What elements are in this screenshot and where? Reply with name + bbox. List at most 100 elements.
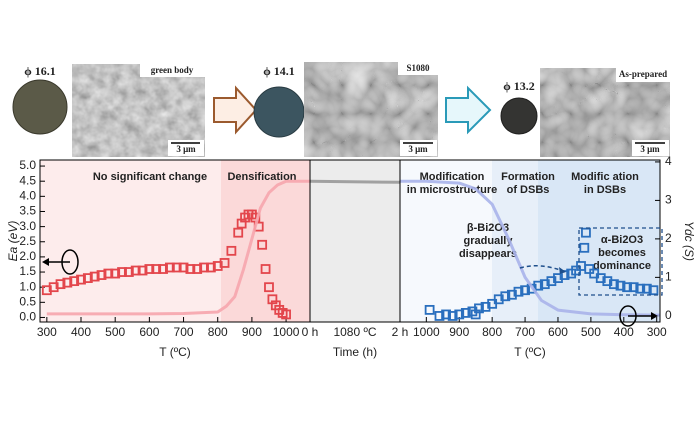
annotation: disappears	[459, 248, 517, 260]
plot: 0.0 0.51.01.52.02.53.03.54.0 4.55.0 Ea (eV)…	[6, 154, 696, 359]
x-tick-label: 900	[242, 325, 262, 339]
sample-disc	[12, 79, 68, 135]
y-tick-label: 4.0	[19, 189, 36, 203]
marker	[178, 262, 189, 273]
marker	[454, 309, 465, 320]
curve	[309, 179, 401, 184]
region	[400, 160, 492, 322]
marker	[48, 282, 59, 293]
marker	[506, 289, 517, 300]
marker	[553, 273, 563, 283]
marker	[460, 308, 471, 318]
marker	[500, 291, 511, 302]
marker	[103, 268, 114, 279]
marker	[622, 282, 632, 293]
marker	[635, 283, 646, 294]
marker	[151, 264, 162, 274]
y-tick-label: 5.0	[19, 158, 36, 172]
y-tick-label: 4.5	[19, 173, 36, 187]
x-annotation: 1080 ºC	[333, 325, 376, 339]
pointer-head	[559, 267, 566, 274]
x-tick-label: 300	[647, 325, 667, 339]
marker	[192, 264, 203, 274]
annotation: in microstructure	[407, 184, 497, 196]
marker	[62, 277, 73, 288]
x-tick-label: 900	[449, 325, 469, 339]
marker	[474, 303, 484, 314]
arrow	[213, 85, 258, 135]
marker	[185, 264, 196, 274]
label-box	[398, 62, 438, 75]
marker	[82, 273, 93, 283]
y2-tick-label: 2	[665, 231, 672, 245]
marker	[513, 286, 524, 297]
marker	[260, 264, 271, 274]
x-tick-label: 600	[139, 325, 159, 339]
y2-tick-label: 3	[665, 193, 672, 207]
annotation: of DSBs	[507, 184, 550, 196]
label-box	[616, 68, 670, 82]
annotation: Modific ation	[571, 171, 639, 183]
panel-shading	[40, 160, 660, 322]
sem-label: S1080	[406, 63, 430, 73]
y2-tick-label: 0	[665, 308, 672, 322]
marker	[89, 271, 100, 282]
sample-disc	[253, 86, 305, 138]
marker	[648, 285, 659, 296]
marker	[424, 304, 435, 315]
axes-frame	[39, 159, 661, 323]
marker	[281, 309, 291, 320]
marker	[441, 309, 451, 320]
marker	[480, 301, 491, 312]
annotation: Formation	[501, 171, 555, 183]
marker	[96, 270, 107, 280]
x-tick-label: 700	[515, 325, 535, 339]
y-tick-label: 1.5	[19, 264, 36, 278]
y-tick-label: 3.0	[19, 219, 36, 233]
marker	[76, 274, 86, 285]
annotation: dominance	[593, 260, 651, 272]
y2-tick-label: 4	[665, 154, 672, 168]
highlight-box	[578, 227, 663, 296]
marker	[566, 268, 577, 279]
sample-size: ϕ 13.2	[503, 79, 535, 93]
marker	[447, 311, 458, 321]
axis-indicator-head	[42, 258, 49, 266]
sem-label: As-prepared	[619, 69, 667, 79]
marker	[520, 285, 530, 296]
marker	[581, 227, 591, 238]
arrow	[445, 85, 492, 135]
y-tick-label: 0.5	[19, 294, 36, 308]
y-axis-label: Ea (eV)	[6, 221, 20, 262]
x-axis-label: T (ºC)	[514, 345, 546, 359]
curve	[400, 179, 661, 317]
sem-label: green body	[151, 65, 194, 75]
marker	[493, 294, 504, 305]
annotation: α-Bi2O3	[601, 234, 643, 246]
marker	[641, 283, 652, 294]
marker	[226, 245, 237, 256]
marker	[233, 227, 244, 238]
marker	[219, 258, 230, 268]
region	[310, 160, 400, 322]
x-tick-label: 0 h	[302, 325, 319, 339]
marker	[595, 273, 606, 283]
marker	[110, 268, 121, 279]
axis-indicator-head	[651, 312, 658, 320]
marker	[199, 262, 209, 273]
y2-axis-label: Ydc (S)	[682, 221, 696, 261]
marker	[257, 239, 268, 250]
photo-row: ϕ 16.1 green body 3 μm ϕ 14.1 S1080 3 μm…	[12, 62, 670, 157]
y2-tick-label: 1	[665, 270, 672, 284]
marker	[171, 262, 182, 273]
annotation: Modification	[420, 171, 485, 183]
curve	[46, 179, 310, 316]
y-tick-label: 2.5	[19, 234, 36, 248]
marker	[434, 311, 445, 321]
y-tick-label: 0.0	[19, 310, 36, 324]
marker	[212, 261, 223, 271]
marker	[69, 276, 80, 287]
marker	[264, 282, 274, 293]
marker	[579, 242, 590, 253]
